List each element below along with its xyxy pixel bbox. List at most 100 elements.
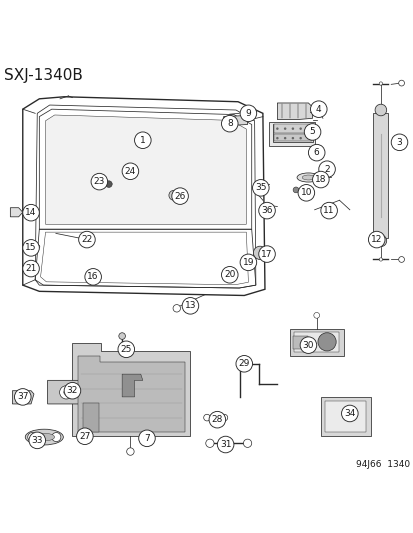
Circle shape: [368, 231, 384, 248]
Text: 26: 26: [174, 192, 185, 200]
Circle shape: [221, 414, 227, 421]
Text: 34: 34: [343, 409, 355, 418]
Circle shape: [76, 428, 93, 445]
Text: 21: 21: [25, 264, 37, 273]
Circle shape: [138, 430, 155, 447]
Text: 8: 8: [226, 119, 232, 128]
Text: 94J66  1340: 94J66 1340: [355, 459, 409, 469]
Circle shape: [118, 341, 134, 358]
Polygon shape: [320, 397, 370, 436]
Polygon shape: [289, 329, 343, 356]
Polygon shape: [293, 332, 339, 352]
Polygon shape: [268, 122, 314, 147]
Text: 20: 20: [223, 270, 235, 279]
Circle shape: [374, 235, 386, 247]
Circle shape: [224, 269, 233, 279]
Circle shape: [275, 137, 278, 140]
Circle shape: [27, 243, 33, 249]
Ellipse shape: [297, 173, 319, 182]
Text: 1: 1: [140, 136, 145, 145]
Circle shape: [240, 254, 256, 271]
Circle shape: [318, 161, 335, 177]
Polygon shape: [273, 125, 311, 133]
Circle shape: [134, 132, 151, 149]
Text: 13: 13: [184, 301, 196, 310]
Text: 17: 17: [261, 249, 272, 259]
Circle shape: [91, 173, 107, 190]
Circle shape: [378, 258, 382, 261]
Circle shape: [291, 137, 293, 140]
Text: 30: 30: [302, 341, 313, 350]
Circle shape: [299, 137, 301, 140]
Text: 29: 29: [238, 359, 249, 368]
Circle shape: [86, 272, 94, 280]
Circle shape: [209, 411, 225, 428]
Circle shape: [312, 171, 328, 188]
Circle shape: [14, 389, 31, 405]
Circle shape: [283, 127, 286, 130]
Text: 35: 35: [254, 183, 266, 192]
Circle shape: [283, 137, 286, 140]
Circle shape: [173, 304, 180, 312]
Circle shape: [221, 115, 237, 132]
Text: 24: 24: [124, 167, 136, 176]
Circle shape: [126, 448, 134, 455]
Polygon shape: [78, 356, 185, 432]
Circle shape: [320, 203, 337, 219]
Circle shape: [23, 240, 39, 256]
Ellipse shape: [28, 244, 40, 249]
Circle shape: [374, 104, 386, 116]
Circle shape: [169, 190, 178, 200]
Circle shape: [240, 105, 256, 122]
Circle shape: [205, 439, 214, 447]
Text: 18: 18: [314, 175, 326, 184]
Circle shape: [275, 127, 278, 130]
Circle shape: [64, 382, 81, 399]
Text: 10: 10: [300, 188, 311, 197]
Text: 27: 27: [79, 432, 90, 441]
Circle shape: [297, 184, 314, 201]
Text: 23: 23: [93, 177, 105, 186]
Circle shape: [78, 231, 95, 248]
Text: 31: 31: [219, 440, 231, 449]
Circle shape: [235, 356, 252, 372]
Text: 14: 14: [25, 208, 37, 217]
Text: 15: 15: [25, 244, 37, 252]
Circle shape: [310, 101, 326, 117]
Circle shape: [64, 390, 69, 395]
Circle shape: [252, 180, 268, 196]
Polygon shape: [83, 403, 99, 432]
Circle shape: [23, 260, 39, 277]
Polygon shape: [373, 114, 387, 238]
Text: 9: 9: [245, 109, 251, 118]
Text: 22: 22: [81, 235, 93, 244]
Ellipse shape: [301, 175, 314, 180]
Polygon shape: [273, 124, 312, 142]
Circle shape: [258, 203, 275, 219]
Text: 16: 16: [87, 272, 99, 281]
Circle shape: [52, 432, 61, 442]
Polygon shape: [47, 381, 93, 404]
Circle shape: [94, 177, 102, 185]
Circle shape: [85, 269, 101, 285]
Circle shape: [243, 439, 251, 447]
Circle shape: [59, 386, 73, 399]
Circle shape: [29, 432, 45, 449]
Circle shape: [306, 127, 309, 130]
Circle shape: [341, 405, 357, 422]
Ellipse shape: [28, 265, 38, 270]
Text: 19: 19: [242, 258, 254, 267]
Text: 11: 11: [323, 206, 334, 215]
Circle shape: [292, 187, 298, 193]
Circle shape: [28, 432, 37, 442]
Polygon shape: [122, 374, 142, 397]
Circle shape: [398, 80, 404, 86]
Circle shape: [122, 163, 138, 180]
Polygon shape: [12, 391, 34, 404]
Text: 7: 7: [144, 434, 150, 443]
Circle shape: [203, 414, 210, 421]
Circle shape: [306, 137, 309, 140]
Text: 5: 5: [309, 127, 315, 136]
Circle shape: [171, 188, 188, 204]
Text: 25: 25: [120, 345, 132, 354]
